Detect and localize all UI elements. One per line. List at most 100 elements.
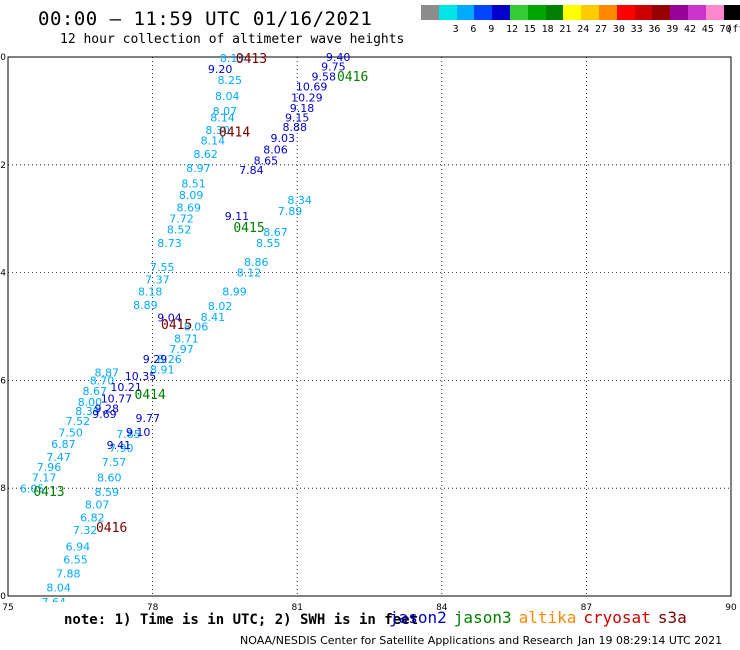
wave-height-point: 10.69 [296,81,328,94]
wave-height-point: 8.71 [174,332,199,345]
color-swatch [421,5,440,20]
y-tick-label: -44 [0,269,6,279]
wave-height-point: 8.39 [75,405,100,418]
wave-height-point: 8.04 [46,581,71,594]
wave-height-point: 7.64 [42,596,67,609]
color-swatch [492,5,512,20]
wave-height-point: 8.13 [220,52,245,65]
wave-height-point: 7.57 [102,456,127,469]
wave-height-point: 9.04 [157,311,182,324]
color-scale-tick: 70 [719,24,732,35]
footnote: note: 1) Time is in UTC; 2) SWH is in fe… [64,612,419,628]
color-swatch [634,5,654,20]
wave-height-point: 7.47 [46,451,71,464]
wave-height-point: 9.03 [270,132,295,145]
wave-height-point: 7.32 [73,524,98,537]
generated-timestamp: Jan 19 08:29:14 UTC 2021 [578,634,723,647]
x-tick-label: 78 [147,603,159,613]
x-tick-label: 81 [291,603,302,613]
wave-height-point: 7.89 [278,205,303,218]
wave-height-point: 8.14 [210,111,235,124]
pass-id-label: 0413 [236,52,267,67]
wave-height-point: 8.04 [215,90,240,103]
wave-height-point: 9.75 [321,61,346,74]
wave-height-point: 9.77 [136,412,161,425]
color-swatch [688,5,707,20]
wave-height-point: 8.88 [283,121,308,134]
wave-height-point: 6.87 [51,438,76,451]
wave-height-point: 8.59 [95,486,120,499]
wave-height-point: 7.97 [169,343,194,356]
color-swatch [456,5,476,20]
x-tick-label: 90 [725,603,737,613]
wave-height-point: 7.73 [32,626,57,639]
wave-height-point: 8.12 [237,267,262,280]
y-tick-label: -42 [0,161,6,171]
wave-height-point: 10.21 [110,381,142,394]
wave-height-point: 8.97 [186,162,211,175]
chart-title: 00:00 — 11:59 UTC 01/16/2021 [38,8,373,30]
mission-label: jason2 [389,608,447,627]
wave-height-point: 8.86 [244,256,269,269]
wave-height-point: 8.91 [150,364,175,377]
wave-height-point: 8.60 [97,471,122,484]
wave-height-point: 8.25 [217,74,242,87]
wave-height-point: 10.35 [125,370,157,383]
wave-height-point: 9.28 [95,402,120,415]
wave-height-point: 8.64 [39,610,64,623]
color-scale-unit: (ft) [726,24,740,35]
wave-height-point: 8.67 [263,226,288,239]
color-scale-tick: 27 [595,24,608,35]
wave-height-point: 8.26 [157,353,182,366]
color-scale-tick: 15 [523,24,536,35]
wave-height-point: 8.09 [179,189,204,202]
color-scale-tick: 9 [488,24,495,35]
wave-height-point: 8.51 [181,178,206,191]
wave-height-point: 7.55 [150,261,175,274]
color-swatch [705,5,725,20]
color-scale-tick: 33 [630,24,643,35]
wave-height-point: 6.82 [80,511,105,524]
wave-height-point: 7.90 [109,442,134,455]
x-tick-label: 87 [581,603,592,613]
color-scale-tick: 6 [470,24,477,35]
color-scale-tick: 30 [612,24,625,35]
color-swatch [652,5,672,20]
color-swatch [545,5,565,20]
wave-height-point: 8.30 [205,124,230,137]
wave-height-point: 8.06 [184,321,209,334]
wave-height-point: 9.11 [225,210,250,223]
wave-height-point: 8.69 [177,201,202,214]
wave-height-point: 7.85 [116,428,141,441]
color-scale-tick: 42 [684,24,697,35]
color-swatch [563,5,583,20]
pass-id-label: 0416 [337,70,368,85]
pass-id-label: 0416 [96,521,127,536]
wave-height-point: 7.88 [56,567,81,580]
plot-frame [7,56,732,597]
color-scale-tick: 12 [506,24,519,35]
wave-height-point: 8.18 [138,285,163,298]
color-swatch [474,5,494,20]
wave-height-point: 7.52 [66,415,91,428]
pass-id-label: 0415 [233,221,264,236]
wave-height-point: 8.41 [201,311,226,324]
x-tick-label: 75 [2,603,13,613]
color-swatch [670,5,690,20]
color-swatch [616,5,636,20]
wave-height-point: 9.15 [285,111,310,124]
color-scale-tick: 3 [452,24,459,35]
mission-label: altika [518,608,577,627]
wave-height-point: 8.70 [90,374,115,387]
color-scale-tick: 21 [559,24,572,35]
pass-id-label: 0413 [33,485,64,500]
color-swatch [599,5,618,20]
wave-height-point: 8.55 [256,237,281,250]
wave-height-point: 9.18 [290,102,315,115]
wave-height-point: 8.14 [201,135,226,148]
y-tick-label: -50 [0,592,6,602]
pass-id-label: 0414 [219,125,250,140]
wave-height-point: 7.96 [37,461,62,474]
wave-height-point: 8.52 [167,223,192,236]
